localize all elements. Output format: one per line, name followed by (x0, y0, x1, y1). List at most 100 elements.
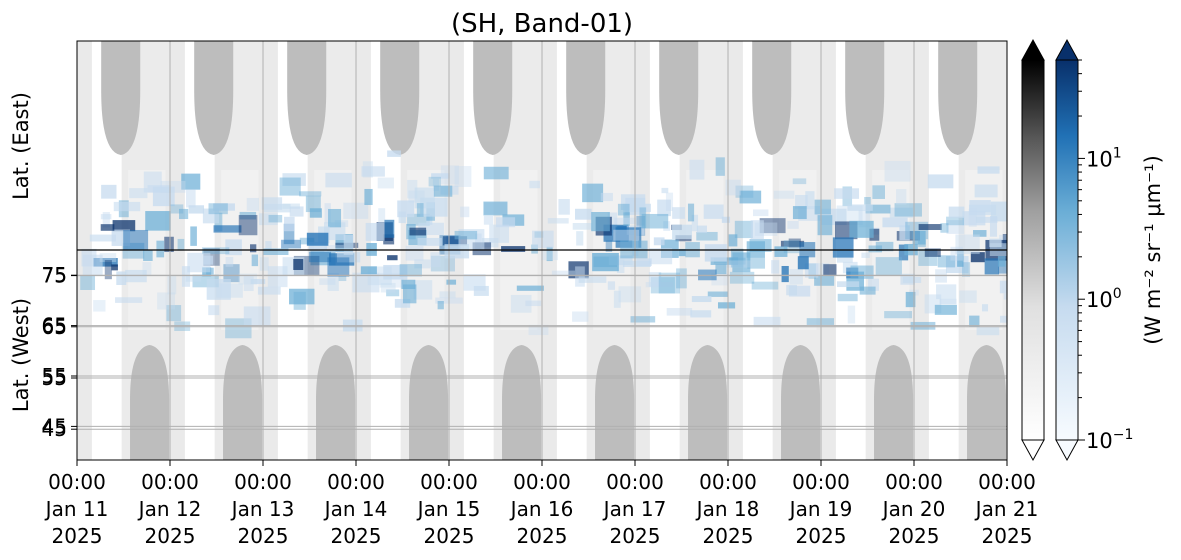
radiance-patch (751, 281, 779, 290)
radiance-patch (792, 178, 807, 185)
night-lobe-top (194, 41, 234, 155)
radiance-patch (407, 213, 430, 226)
radiance-patch (691, 296, 712, 303)
radiance-patch (658, 272, 681, 294)
radiance-patch (865, 204, 891, 214)
radiance-patch (384, 219, 395, 238)
radiance-patch (432, 178, 440, 191)
x-tick-day: Jan 15 (416, 497, 481, 521)
radiance-patch (516, 285, 544, 291)
radiance-patch (282, 203, 300, 209)
radiance-patch (648, 248, 673, 265)
x-tick-year: 2025 (982, 524, 1033, 548)
radiance-patch (225, 257, 234, 267)
radiance-patch (989, 238, 1002, 248)
radiance-patch (948, 206, 965, 219)
x-tick-day: Jan 11 (44, 497, 109, 521)
radiance-patch (293, 291, 306, 310)
radiance-patch (789, 269, 803, 285)
radiance-patch (894, 203, 922, 217)
radiance-patch (243, 276, 254, 292)
radiance-patch (407, 179, 418, 199)
radiance-patch (937, 255, 956, 268)
radiance-patch (786, 284, 797, 296)
radiance-patch (261, 197, 283, 210)
radiance-patch (976, 327, 1000, 336)
night-lobe-top (380, 41, 420, 155)
radiance-patch (454, 166, 472, 187)
radiance-patch (387, 150, 401, 157)
radiance-patch (889, 207, 913, 218)
radiance-patch (100, 214, 112, 220)
radiance-patch (950, 246, 963, 261)
radiance-patch (541, 250, 559, 261)
colorbar-label: (W m⁻² sr⁻¹ μm⁻¹) (1141, 155, 1165, 345)
radiance-patch (309, 208, 322, 218)
radiance-patch (898, 244, 909, 261)
radiance-patch (795, 194, 808, 209)
night-lobe-top (938, 41, 978, 155)
colorbar-blue-extend-bottom (1055, 439, 1079, 462)
radiance-patch (89, 234, 116, 242)
radiance-patch (614, 217, 637, 225)
night-lobe-bottom (316, 345, 356, 460)
radiance-patch (532, 230, 554, 249)
radiance-patch (696, 225, 707, 233)
radiance-patch (185, 275, 202, 282)
x-tick-day: Jan 14 (323, 497, 388, 521)
radiance-patch (725, 179, 741, 196)
radiance-patch (696, 231, 718, 241)
radiance-patch (113, 201, 141, 212)
radiance-patch (973, 230, 987, 237)
radiance-patch (413, 280, 433, 300)
radiance-patch (283, 223, 295, 245)
radiance-patch (630, 316, 656, 323)
radiance-patch (147, 185, 171, 193)
radiance-patch (814, 275, 835, 286)
night-lobes (101, 41, 1007, 460)
radiance-patch (747, 257, 766, 269)
radiance-patch (284, 216, 295, 232)
radiance-patch (259, 213, 278, 226)
x-tick-time: 00:00 (234, 470, 292, 494)
radiance-patch (129, 188, 148, 199)
x-tick-time: 00:00 (48, 470, 106, 494)
radiance-patch (613, 290, 621, 308)
radiance-patch (665, 192, 674, 212)
night-lobe-bottom (781, 345, 821, 460)
radiance-patch (265, 241, 272, 250)
x-tick-time: 00:00 (792, 470, 850, 494)
radiance-patch (483, 215, 494, 225)
radiance-patch (293, 259, 304, 270)
radiance-patch (849, 220, 874, 238)
x-tick-time: 00:00 (420, 470, 478, 494)
radiance-patch (380, 282, 396, 293)
radiance-patch (262, 248, 289, 255)
radiance-patch (868, 245, 883, 253)
radiance-patch (463, 274, 486, 291)
radiance-patch (394, 298, 411, 308)
radiance-patch (572, 311, 589, 322)
radiance-patch (726, 260, 753, 268)
radiance-patch (510, 294, 532, 313)
radiance-patch (788, 285, 811, 297)
colorbar-grey (1021, 38, 1045, 462)
radiance-patch (600, 192, 613, 202)
radiance-patch (186, 189, 196, 208)
radiance-patch (728, 234, 738, 247)
radiance-patch (912, 231, 926, 245)
radiance-patch (918, 224, 942, 230)
radiance-patch (213, 203, 235, 211)
radiance-patch (324, 245, 344, 253)
x-tick-time: 00:00 (606, 470, 664, 494)
radiance-patch (957, 249, 964, 267)
chart-title: (SH, Band-01) (451, 9, 633, 39)
radiance-patch (946, 216, 965, 226)
radiance-patch (289, 206, 304, 217)
radiance-patch (501, 246, 526, 252)
x-tick-year: 2025 (331, 524, 382, 548)
radiance-patch (428, 176, 441, 187)
radiance-patch (940, 223, 949, 233)
radiance-patch (142, 262, 152, 277)
